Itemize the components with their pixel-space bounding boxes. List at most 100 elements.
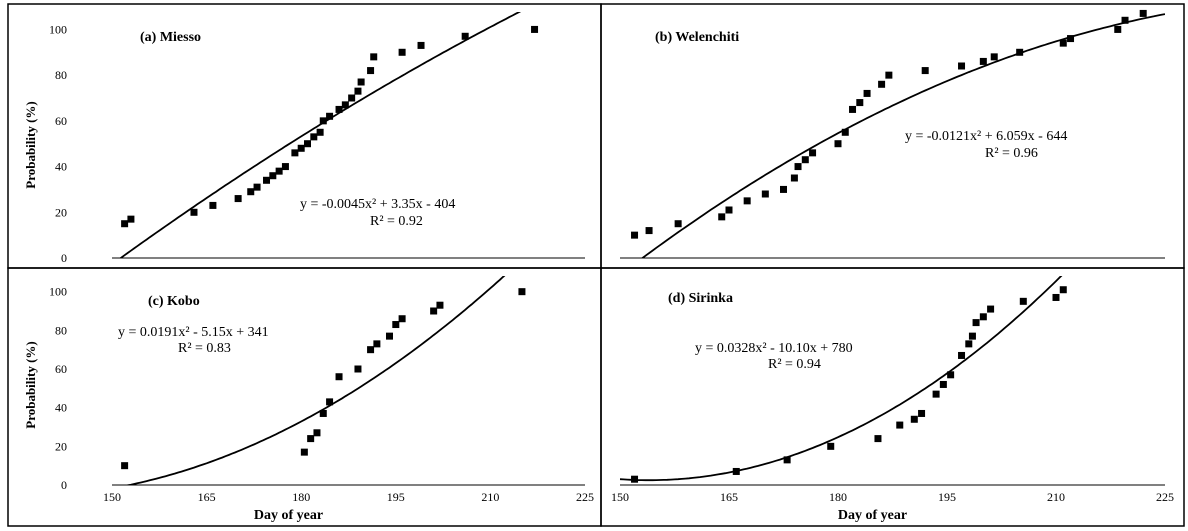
fit-equation: y = -0.0045x² + 3.35x - 404 [300,197,455,212]
data-point [921,67,929,75]
data-point [531,25,539,33]
x-tick-label: 225 [576,490,594,504]
data-point [335,105,343,113]
data-point [790,174,798,182]
data-point [341,101,349,109]
data-point [856,99,864,107]
chart-panels: 0 20 40 60 80 100 Probability (%) (a) Miesso y =… [23,9,1174,523]
data-point [354,365,362,373]
panel-title: (a) Miesso [140,30,201,45]
data-point [631,475,639,483]
y-tick-label: 0 [61,251,67,265]
data-point [367,346,375,354]
y-tick-label: 20 [55,205,67,219]
data-point [780,185,787,193]
x-tick-label: 150 [103,490,121,504]
panel-c: 0 20 40 60 80 100 150 165 180 195 210 225 Probabilit… [23,276,594,523]
x-tick-label: 180 [292,490,310,504]
panel-frame-a [7,3,602,269]
data-point [127,215,135,223]
data-point [939,380,947,388]
data-point [979,57,987,65]
data-point [958,351,966,359]
data-point [958,62,966,70]
x-tick-label: 195 [938,490,956,504]
data-point [430,307,438,315]
data-point [297,144,305,152]
data-point [304,140,312,148]
data-point [269,172,277,180]
data-point [357,78,365,86]
data-point [373,340,381,348]
fit-curve [124,276,506,485]
fit-r-squared: R² = 0.92 [370,214,423,229]
panel-title: (c) Kobo [148,294,200,309]
data-point [398,315,406,323]
data-point [121,462,129,470]
data-point [947,371,955,379]
data-point [234,195,242,203]
data-point [313,429,321,437]
fit-curve [620,276,1063,482]
y-axis-label: Probability (%) [23,101,38,189]
data-point [965,340,973,348]
fit-equation: y = -0.0121x² + 6.059x - 644 [905,129,1067,144]
data-point [335,373,343,381]
panel-d: 150 165 180 195 210 225 Day of year (d) Sirinka… [611,276,1174,523]
panel-a: 0 20 40 60 80 100 Probability (%) (a) Miesso y =… [23,12,585,265]
data-point [918,409,926,417]
data-point [743,197,751,205]
data-point [801,156,809,164]
data-point [674,220,682,228]
y-tick-label: 80 [55,323,67,337]
data-point [518,288,526,296]
data-point [319,117,327,125]
y-tick-label: 100 [49,285,67,299]
y-tick-label: 20 [55,439,67,453]
data-point [885,71,893,79]
data-point [417,41,425,49]
data-point [310,133,318,141]
data-point [834,140,842,148]
data-point [275,167,283,175]
y-tick-label: 0 [61,478,67,492]
data-point [348,94,356,102]
fit-r-squared: R² = 0.96 [985,146,1038,161]
data-point [316,128,324,136]
x-tick-label: 195 [387,490,405,504]
data-point [761,190,769,198]
panel-title: (d) Sirinka [668,291,733,306]
data-point [121,220,129,228]
data-point [436,301,444,309]
data-point [1052,293,1060,301]
data-point [326,112,334,120]
data-point [794,163,802,171]
x-axis-label: Day of year [838,508,907,523]
data-point [979,313,987,321]
x-tick-label: 210 [481,490,499,504]
fit-r-squared: R² = 0.94 [768,357,821,372]
x-tick-label: 150 [611,490,629,504]
data-point [645,227,653,235]
data-point [718,213,726,221]
data-point [1019,297,1027,305]
data-point [827,442,835,450]
fit-r-squared: R² = 0.83 [178,341,231,356]
panel-frame-c [7,267,602,527]
data-point [370,53,378,61]
data-point [1139,9,1147,17]
fit-equation: y = 0.0191x² - 5.15x + 341 [118,325,269,340]
data-point [732,467,740,475]
data-point [863,89,871,97]
data-point [263,176,271,184]
y-tick-label: 40 [55,160,67,174]
data-point [354,87,362,95]
data-point [398,48,406,56]
data-point [841,128,849,136]
data-point [725,206,733,214]
y-axis-label: Probability (%) [23,341,38,429]
data-point [1114,25,1122,33]
data-point [281,163,289,171]
panel-title: (b) Welenchiti [655,30,739,45]
data-point [896,421,904,429]
